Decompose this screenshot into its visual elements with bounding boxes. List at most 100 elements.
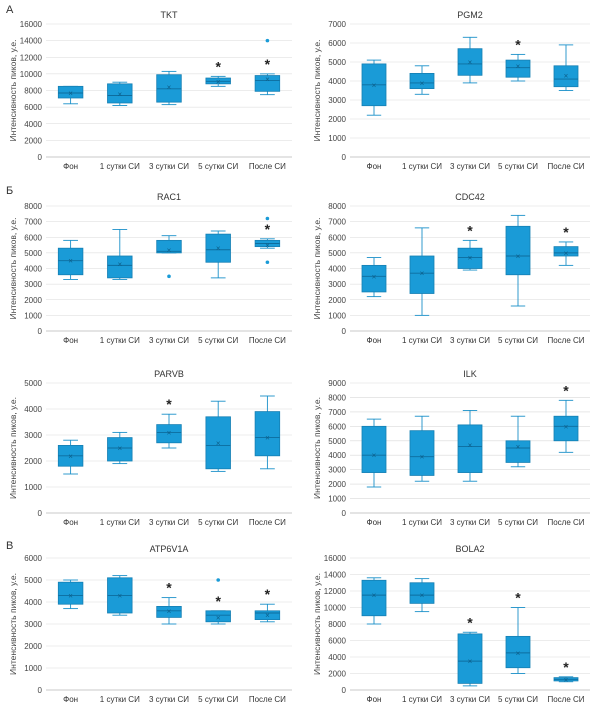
- x-tick-label: 5 сутки СИ: [198, 695, 238, 704]
- box-1: ×: [361, 577, 387, 625]
- section-label-a: А: [6, 4, 14, 16]
- mean-marker: ×: [516, 649, 521, 658]
- box-iqr: [205, 610, 231, 623]
- box-iqr: [457, 247, 483, 269]
- y-axis-label: Интенсивность пиков, у.е.: [312, 397, 322, 499]
- box-1: ×: [57, 579, 84, 610]
- box-iqr: [361, 579, 387, 617]
- x-tick-label: Фон: [63, 336, 78, 345]
- mean-marker: ×: [68, 257, 73, 266]
- mean-marker: ×: [265, 611, 270, 620]
- box-3: ×: [457, 36, 483, 84]
- mean-marker: ×: [216, 244, 221, 253]
- box-2: ×: [409, 578, 435, 613]
- x-tick-label: 3 сутки СИ: [149, 695, 189, 704]
- box-5: ×*: [254, 216, 281, 265]
- y-tick-label: 5000: [24, 379, 42, 388]
- box-3: ×*: [156, 396, 182, 449]
- y-tick-label: 6000: [328, 233, 346, 242]
- box-iqr: [107, 437, 133, 462]
- box-iqr: [553, 415, 579, 442]
- mean-marker: ×: [468, 441, 473, 450]
- chart-panel-bola2: BOLA2 Интенсивность пиков, у.е. 0 2000 4000 6…: [312, 544, 590, 704]
- y-tick-label: 1000: [24, 483, 42, 492]
- box-iqr: [57, 85, 84, 99]
- box-1: ×: [361, 418, 387, 488]
- outlier-point: [265, 216, 270, 221]
- y-tick-label: 5000: [328, 58, 346, 67]
- chart-title: TKT: [161, 10, 179, 20]
- x-tick-label: После СИ: [547, 518, 584, 527]
- mean-marker: ×: [216, 613, 221, 622]
- significance-star: *: [563, 382, 569, 398]
- x-tick-label: 3 сутки СИ: [450, 162, 490, 171]
- outlier-point: [167, 274, 171, 279]
- y-axis-label: Интенсивность пиков, у.е.: [8, 218, 18, 320]
- y-tick-label: 16000: [20, 20, 43, 29]
- chart-panel-parvb: PARVB Интенсивность пиков, у.е. 0 1000 2000 3…: [8, 369, 292, 527]
- y-tick-label: 6000: [328, 637, 346, 646]
- y-tick-label: 7000: [24, 218, 42, 227]
- y-tick-label: 3000: [24, 431, 42, 440]
- y-tick-label: 2000: [24, 136, 42, 145]
- y-tick-label: 6000: [328, 422, 346, 431]
- y-tick-label: 1000: [24, 311, 42, 320]
- y-tick-label: 1000: [328, 311, 346, 320]
- chart-title: PGM2: [457, 10, 483, 20]
- box-iqr: [107, 255, 133, 279]
- box-iqr: [205, 233, 231, 263]
- x-tick-label: Фон: [367, 518, 382, 527]
- chart-title: RAC1: [157, 192, 181, 202]
- chart-title: ATP6V1A: [150, 544, 189, 554]
- y-tick-label: 16000: [324, 554, 347, 563]
- box-3: ×: [457, 409, 483, 482]
- box-4: ×*: [505, 590, 531, 674]
- y-tick-label: 2000: [328, 670, 346, 679]
- significance-star: *: [467, 222, 473, 238]
- outlier-point: [216, 578, 220, 582]
- outlier-point: [265, 260, 270, 265]
- box-3: ×: [156, 235, 182, 279]
- mean-marker: ×: [117, 444, 122, 453]
- significance-star: *: [265, 221, 271, 237]
- box-1: ×: [57, 239, 84, 280]
- x-tick-label: После СИ: [249, 695, 286, 704]
- y-tick-label: 4000: [328, 77, 346, 86]
- mean-marker: ×: [468, 58, 473, 67]
- box-iqr: [57, 247, 84, 276]
- y-tick-label: 6000: [24, 233, 42, 242]
- y-tick-label: 0: [342, 509, 347, 518]
- x-tick-label: 3 сутки СИ: [149, 518, 189, 527]
- significance-star: *: [166, 396, 172, 412]
- box-iqr: [505, 440, 531, 463]
- box-iqr: [205, 416, 231, 470]
- box-2: ×: [409, 227, 435, 316]
- mean-marker: ×: [516, 443, 521, 452]
- y-tick-label: 8000: [328, 620, 346, 629]
- x-tick-label: 1 сутки СИ: [100, 518, 140, 527]
- mean-marker: ×: [167, 607, 172, 616]
- box-1: ×: [361, 257, 387, 298]
- y-tick-label: 4000: [328, 451, 346, 460]
- box-4: ×*: [205, 58, 231, 87]
- y-tick-label: 1000: [24, 664, 42, 673]
- x-tick-label: 5 сутки СИ: [498, 336, 538, 345]
- x-tick-label: Фон: [63, 518, 78, 527]
- x-tick-label: 3 сутки СИ: [149, 336, 189, 345]
- y-tick-label: 4000: [328, 653, 346, 662]
- box-iqr: [553, 65, 579, 88]
- x-tick-label: 3 сутки СИ: [149, 162, 189, 171]
- x-tick-label: 1 сутки СИ: [402, 518, 442, 527]
- significance-star: *: [166, 580, 172, 596]
- y-tick-label: 2000: [24, 642, 42, 651]
- chart-title: ILK: [463, 369, 477, 379]
- y-tick-label: 7000: [328, 218, 346, 227]
- box-5: ×*: [254, 38, 281, 96]
- y-tick-label: 4000: [24, 598, 42, 607]
- y-tick-label: 8000: [24, 202, 42, 211]
- mean-marker: ×: [216, 77, 221, 86]
- x-tick-label: 3 сутки СИ: [450, 336, 490, 345]
- box-iqr: [107, 83, 133, 104]
- mean-marker: ×: [564, 675, 569, 684]
- box-5: ×*: [553, 382, 579, 453]
